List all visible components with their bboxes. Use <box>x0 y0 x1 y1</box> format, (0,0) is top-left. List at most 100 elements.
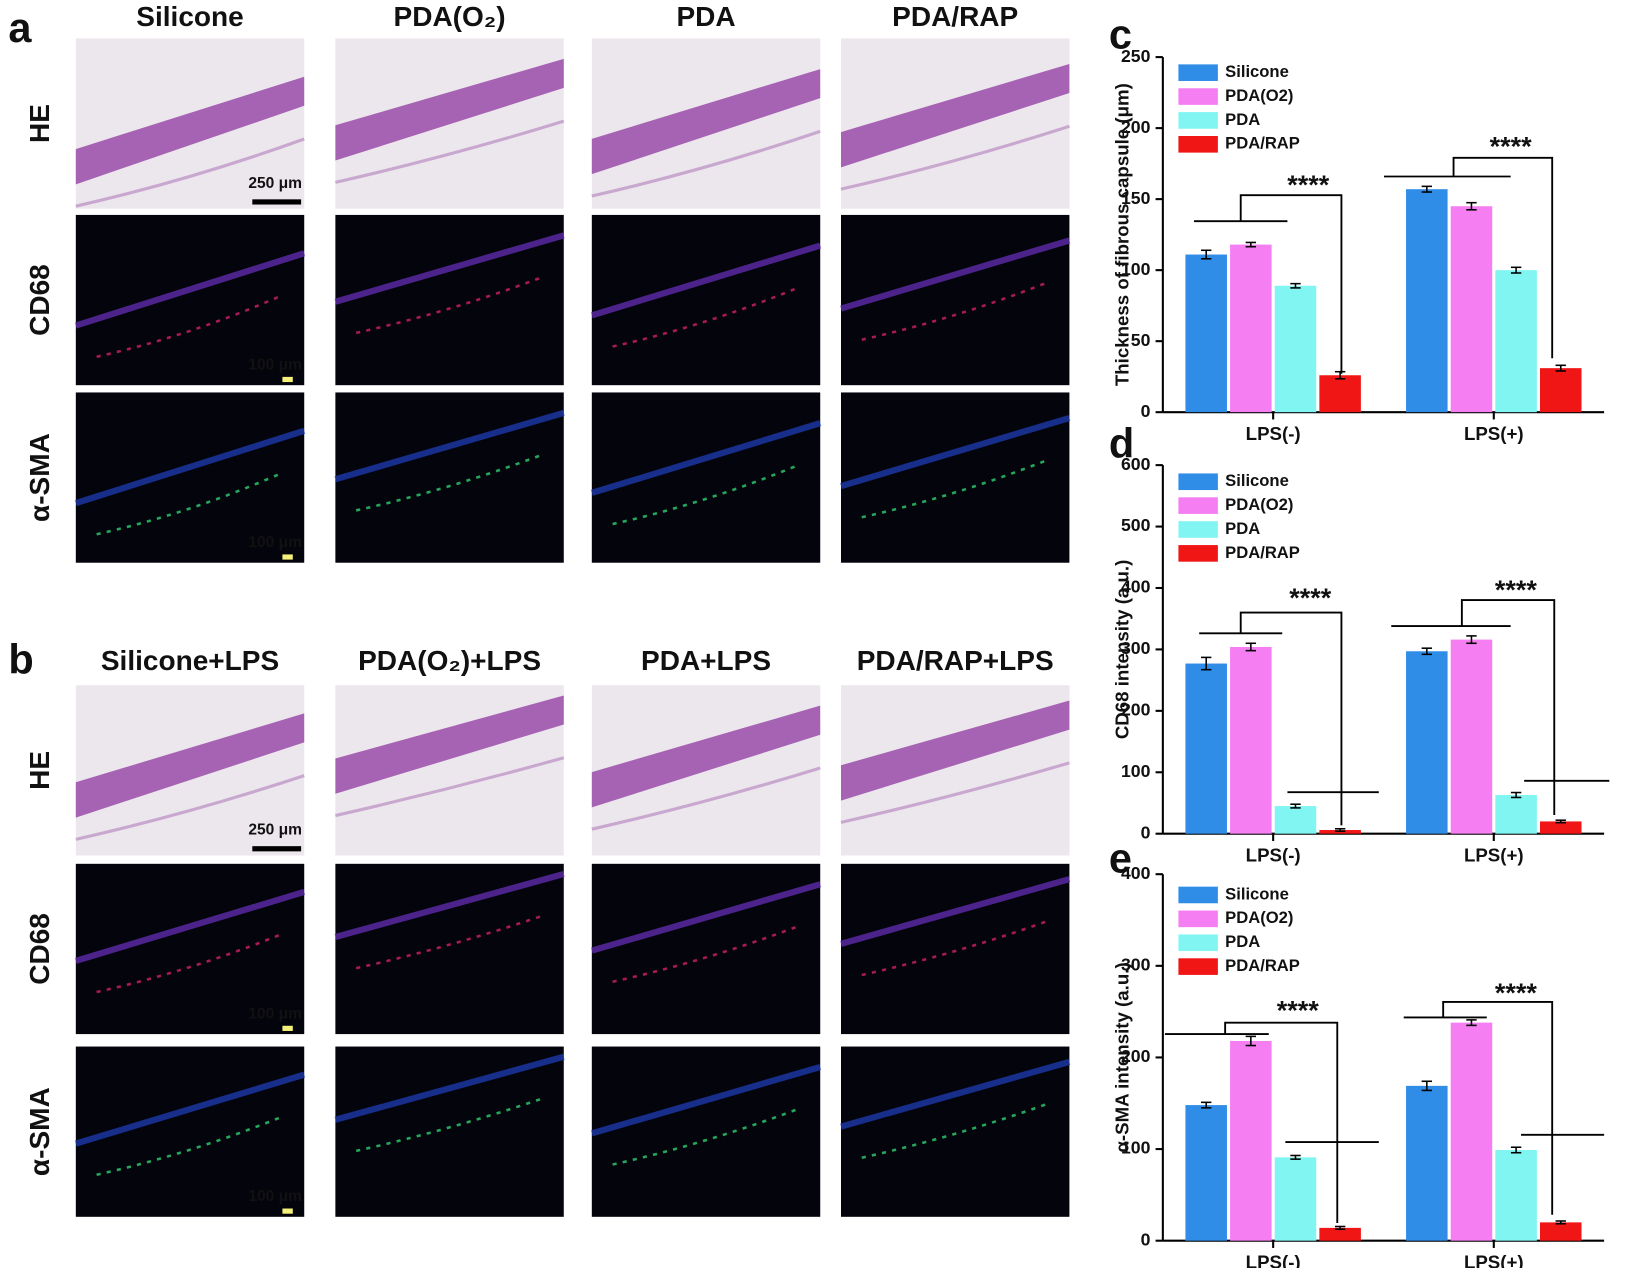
bar <box>1185 254 1227 413</box>
y-tick-label: 100 <box>1121 259 1151 279</box>
tissue-band <box>591 705 821 808</box>
legend-swatch <box>1178 886 1218 904</box>
legend-swatch <box>1178 88 1218 105</box>
legend-label: PDA(O2) <box>1225 908 1293 927</box>
scale-bar <box>252 846 302 852</box>
column-title: PDA/RAP <box>892 1 1018 32</box>
micrograph <box>590 1046 822 1217</box>
panel-label: d <box>1109 419 1134 466</box>
fluor-band <box>590 242 822 319</box>
bar <box>1406 189 1448 413</box>
bar <box>1539 1222 1582 1241</box>
x-tick-label: LPS(+) <box>1464 423 1524 444</box>
tissue-fibers <box>840 124 1070 191</box>
y-tick-label: 0 <box>1141 401 1151 421</box>
bar <box>1274 806 1317 834</box>
tissue-band <box>75 713 305 818</box>
scale-bar-label: 100 μm <box>248 357 302 374</box>
column-title: Silicone <box>136 1 243 32</box>
significance-bracket <box>1452 156 1554 359</box>
image-bg <box>591 863 821 1035</box>
legend-label: Silicone <box>1225 62 1289 81</box>
significance-bracket <box>1460 599 1556 816</box>
error-bar <box>1555 1220 1566 1225</box>
tissue-fibers <box>335 756 565 818</box>
x-tick-label: LPS(+) <box>1464 844 1524 865</box>
legend-swatch <box>1178 958 1218 975</box>
bar <box>1450 639 1493 834</box>
tissue-band <box>840 63 1070 168</box>
y-tick-label: 400 <box>1121 577 1151 597</box>
fluor-band <box>334 232 565 305</box>
error-bar <box>1466 635 1477 645</box>
legend-swatch <box>1178 521 1218 538</box>
error-bar <box>1466 201 1477 211</box>
legend-label: PDA <box>1225 932 1260 951</box>
tissue-band <box>75 76 305 185</box>
y-tick-label: 100 <box>1121 761 1151 781</box>
error-bar <box>1334 370 1346 380</box>
micrograph <box>335 38 565 209</box>
error-bar <box>1421 185 1433 193</box>
bar <box>1185 663 1227 834</box>
panel-label: a <box>8 4 32 51</box>
fluor-signal <box>612 285 800 348</box>
significance-bracket <box>1224 1021 1339 1224</box>
y-tick-label: 200 <box>1121 1046 1151 1066</box>
legend-label: PDA/RAP <box>1225 956 1300 975</box>
micrograph <box>74 863 306 1035</box>
legend-label: PDA(O2) <box>1225 495 1293 514</box>
fluor-signal <box>96 293 284 359</box>
bar <box>1495 795 1537 834</box>
fluor-band <box>74 1071 306 1147</box>
y-tick-label: 600 <box>1121 454 1151 474</box>
legend-swatch <box>1178 64 1218 81</box>
fluor-signal <box>861 458 1050 519</box>
scale-bar-label: 250 μm <box>248 175 302 192</box>
y-tick-label: 50 <box>1131 330 1151 350</box>
tissue-fibers <box>840 761 1070 824</box>
tissue-fibers <box>75 137 305 208</box>
micrograph <box>840 1046 1071 1217</box>
error-bar <box>1201 249 1212 260</box>
scale-bar <box>282 376 293 383</box>
x-tick-label: LPS(+) <box>1464 1251 1524 1268</box>
column-title: PDA+LPS <box>641 645 771 676</box>
fluor-signal <box>861 1102 1050 1159</box>
error-bar <box>1245 1035 1257 1047</box>
micrograph <box>590 392 822 563</box>
y-axis-label: Thickness of fibrous capsule (μm) <box>1111 83 1132 386</box>
error-bar <box>1510 1146 1522 1154</box>
bar <box>1230 646 1272 834</box>
legend-label: Silicone <box>1225 471 1289 490</box>
y-tick-label: 400 <box>1121 863 1151 883</box>
fluor-band <box>590 420 822 496</box>
tissue-band <box>840 700 1070 801</box>
legend-swatch <box>1178 497 1218 514</box>
error-bar <box>1421 1080 1433 1092</box>
fluor-band <box>590 881 822 954</box>
micrograph <box>74 1046 306 1217</box>
image-bg <box>335 214 564 386</box>
fluor-signal <box>355 1097 544 1153</box>
bar <box>1495 1149 1537 1241</box>
y-tick-label: 200 <box>1121 117 1151 137</box>
fluor-band <box>840 415 1071 490</box>
fluor-signal <box>612 924 800 984</box>
bar <box>1230 244 1272 413</box>
legend-swatch <box>1178 545 1218 562</box>
micrograph <box>590 214 822 386</box>
bar <box>1274 1157 1317 1241</box>
fluor-band <box>334 409 565 483</box>
fluor-signal <box>355 453 544 512</box>
error-bar <box>1245 241 1257 248</box>
micrograph <box>590 863 822 1035</box>
error-bar <box>1245 642 1257 652</box>
row-label: HE <box>24 751 55 790</box>
micrograph <box>75 685 305 856</box>
bar <box>1450 1022 1493 1241</box>
fluor-band <box>74 250 306 329</box>
panel-label: b <box>8 635 33 682</box>
micrograph <box>591 38 821 209</box>
